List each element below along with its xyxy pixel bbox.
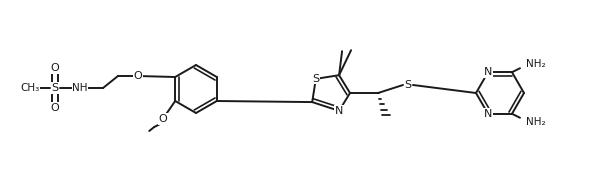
- Text: CH₃: CH₃: [20, 83, 40, 93]
- Text: O: O: [51, 103, 59, 113]
- Text: NH₂: NH₂: [526, 117, 546, 127]
- Text: S: S: [404, 80, 411, 90]
- Text: N: N: [335, 106, 343, 116]
- Text: N: N: [484, 67, 492, 77]
- Text: NH₂: NH₂: [526, 59, 546, 69]
- Text: S: S: [52, 83, 59, 93]
- Text: N: N: [484, 109, 492, 119]
- Text: S: S: [313, 74, 320, 84]
- Text: O: O: [51, 63, 59, 73]
- Text: O: O: [134, 71, 142, 81]
- Text: O: O: [159, 114, 168, 124]
- Text: NH: NH: [72, 83, 88, 93]
